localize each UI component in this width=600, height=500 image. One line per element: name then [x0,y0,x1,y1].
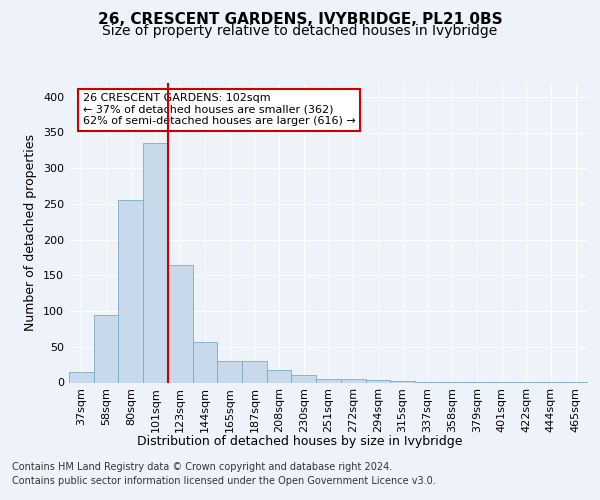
Bar [168,264,193,382]
Text: Size of property relative to detached houses in Ivybridge: Size of property relative to detached ho… [103,24,497,38]
Y-axis label: Number of detached properties: Number of detached properties [25,134,37,331]
Text: 26 CRESCENT GARDENS: 102sqm
← 37% of detached houses are smaller (362)
62% of se: 26 CRESCENT GARDENS: 102sqm ← 37% of det… [83,93,355,126]
Bar [316,379,341,382]
Bar [390,381,415,382]
Bar [267,370,292,382]
Text: Contains HM Land Registry data © Crown copyright and database right 2024.: Contains HM Land Registry data © Crown c… [12,462,392,472]
Text: 26, CRESCENT GARDENS, IVYBRIDGE, PL21 0BS: 26, CRESCENT GARDENS, IVYBRIDGE, PL21 0B… [98,12,502,28]
Bar [217,361,242,382]
Bar [143,143,168,382]
Bar [242,361,267,382]
Bar [118,200,143,382]
Bar [292,376,316,382]
Bar [365,380,390,382]
Bar [94,314,118,382]
Text: Contains public sector information licensed under the Open Government Licence v3: Contains public sector information licen… [12,476,436,486]
Bar [193,342,217,382]
Bar [341,379,365,382]
Text: Distribution of detached houses by size in Ivybridge: Distribution of detached houses by size … [137,435,463,448]
Bar [69,372,94,382]
